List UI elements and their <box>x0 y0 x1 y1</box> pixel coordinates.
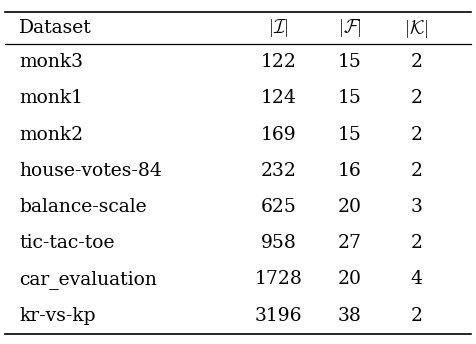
Text: kr-vs-kp: kr-vs-kp <box>19 307 96 325</box>
Text: 16: 16 <box>338 162 362 180</box>
Text: Dataset: Dataset <box>19 19 92 37</box>
Text: monk2: monk2 <box>19 126 83 143</box>
Text: 3196: 3196 <box>255 307 302 325</box>
Text: 15: 15 <box>338 126 362 143</box>
Text: 27: 27 <box>338 234 362 252</box>
Text: 20: 20 <box>338 198 362 216</box>
Text: 232: 232 <box>260 162 297 180</box>
Text: 2: 2 <box>410 126 423 143</box>
Text: $|\mathcal{F}|$: $|\mathcal{F}|$ <box>338 17 362 39</box>
Text: 20: 20 <box>338 270 362 288</box>
Text: $|\mathcal{K}|$: $|\mathcal{K}|$ <box>404 17 429 40</box>
Text: 2: 2 <box>410 89 423 107</box>
Text: house-votes-84: house-votes-84 <box>19 162 162 180</box>
Text: 15: 15 <box>338 53 362 71</box>
Text: 1728: 1728 <box>255 270 302 288</box>
Text: 169: 169 <box>261 126 296 143</box>
Text: balance-scale: balance-scale <box>19 198 147 216</box>
Text: car_evaluation: car_evaluation <box>19 270 157 289</box>
Text: $|\mathcal{I}|$: $|\mathcal{I}|$ <box>268 17 288 39</box>
Text: 2: 2 <box>410 234 423 252</box>
Text: 625: 625 <box>260 198 297 216</box>
Text: 2: 2 <box>410 162 423 180</box>
Text: 38: 38 <box>338 307 362 325</box>
Text: 958: 958 <box>260 234 297 252</box>
Text: 15: 15 <box>338 89 362 107</box>
Text: 122: 122 <box>260 53 297 71</box>
Text: monk1: monk1 <box>19 89 83 107</box>
Text: monk3: monk3 <box>19 53 83 71</box>
Text: 124: 124 <box>260 89 297 107</box>
Text: 3: 3 <box>411 198 422 216</box>
Text: 2: 2 <box>410 53 423 71</box>
Text: tic-tac-toe: tic-tac-toe <box>19 234 115 252</box>
Text: 2: 2 <box>410 307 423 325</box>
Text: 4: 4 <box>410 270 423 288</box>
